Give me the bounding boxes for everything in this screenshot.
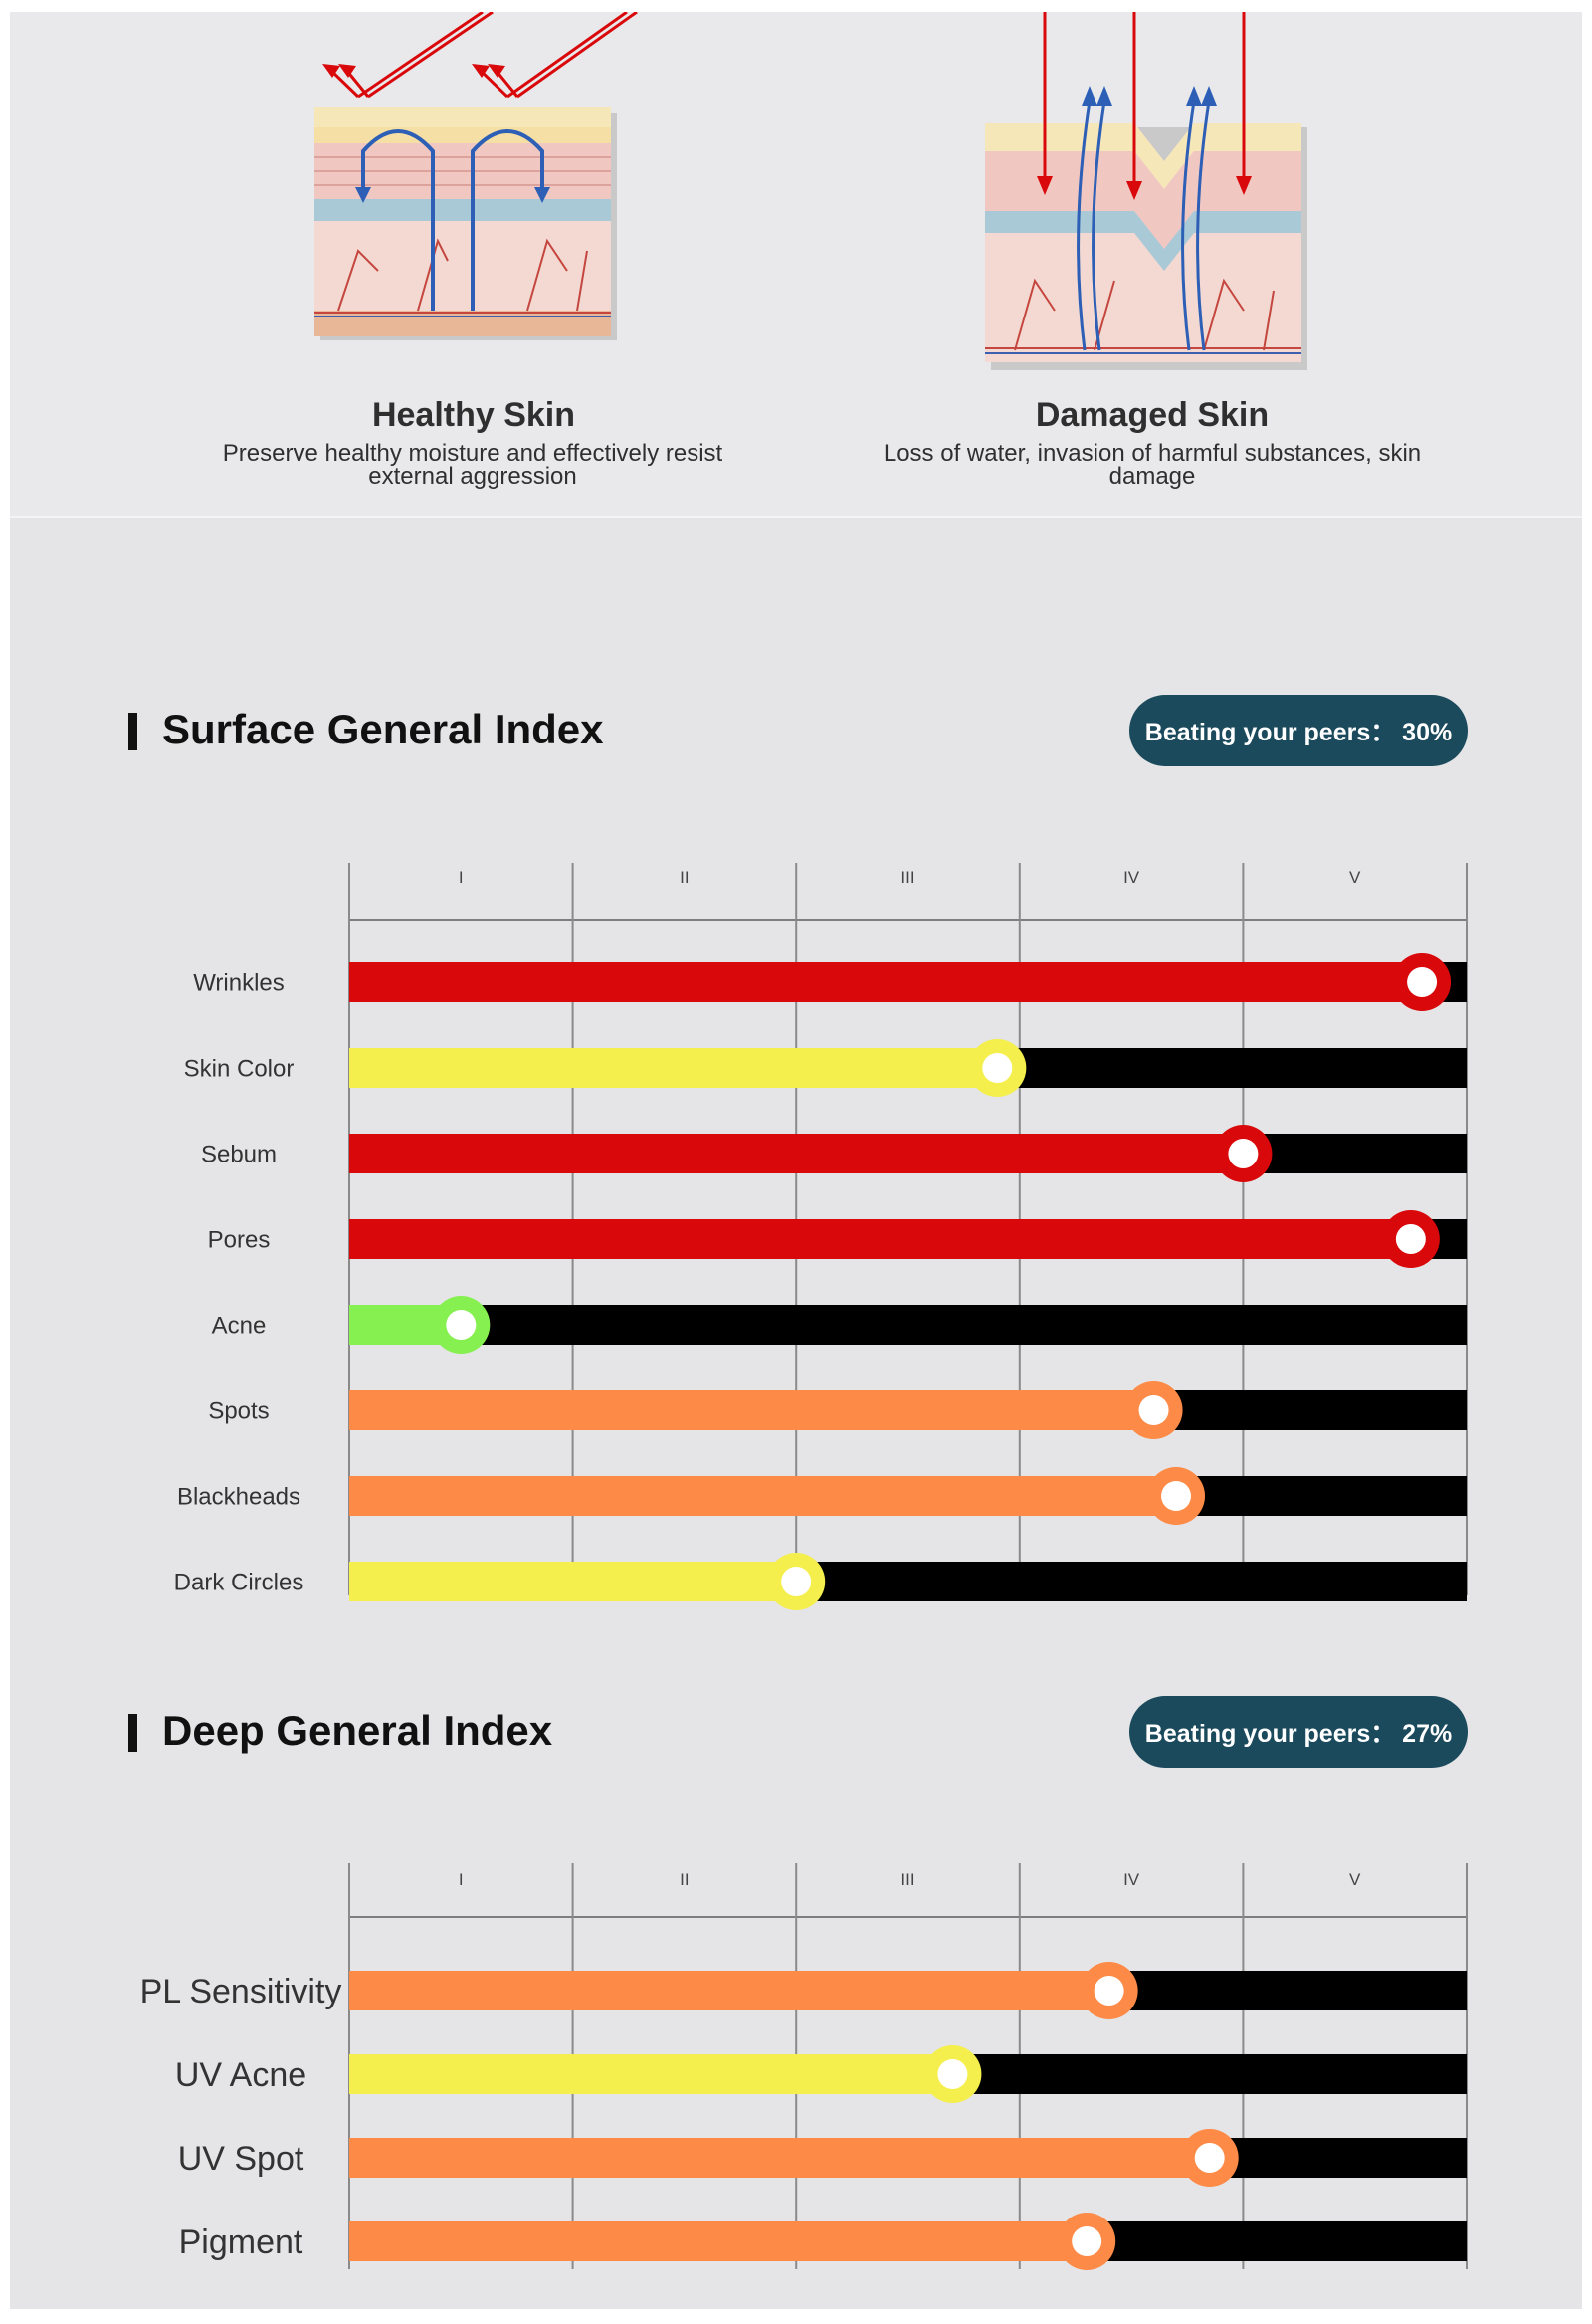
category-label: Acne (212, 1312, 267, 1339)
category-label: Spots (208, 1397, 269, 1424)
bar-value-marker-center (1161, 1481, 1192, 1511)
bar-value-marker-center (1072, 2226, 1102, 2256)
bar-value-marker-center (1228, 1139, 1259, 1168)
bar-value-marker-center (1395, 1224, 1426, 1254)
damaged-skin-illustration (985, 12, 1307, 370)
tick-label: V (1349, 868, 1361, 887)
bar-fill (349, 1971, 1109, 2010)
bar-fill (349, 2054, 953, 2094)
category-label: PL Sensitivity (140, 1973, 342, 2010)
bar-fill (349, 2221, 1088, 2261)
bar-value-marker-center (1094, 1976, 1124, 2006)
healthy-skin-description: Preserve healthy moisture and effectivel… (222, 440, 723, 490)
deep-section-marker (128, 1714, 137, 1752)
surface-peer-badge: Beating your peers： 30% (1129, 695, 1468, 766)
tick-label: IV (1123, 1870, 1140, 1889)
tick-label: II (680, 868, 689, 887)
damaged-skin-description: Loss of water, invasion of harmful subst… (883, 440, 1422, 490)
category-label: UV Acne (175, 2056, 306, 2094)
bar-fill (349, 2138, 1210, 2178)
bar-fill (349, 1219, 1411, 1259)
category-label: Dark Circles (174, 1569, 304, 1595)
tick-label: III (900, 868, 914, 887)
bar-value-marker-center (1407, 967, 1438, 997)
bar-fill (349, 1562, 797, 1601)
category-label: Sebum (201, 1141, 277, 1167)
bar-value-marker-center (446, 1310, 477, 1340)
bar-value-marker-center (1194, 2143, 1225, 2173)
category-label: Wrinkles (193, 969, 285, 996)
deep-section-title: Deep General Index (162, 1707, 553, 1754)
bar-fill (349, 1134, 1244, 1173)
category-label: Skin Color (184, 1055, 295, 1082)
category-label: UV Spot (178, 2140, 304, 2178)
healthy-skin-title: Healthy Skin (371, 396, 576, 434)
deep-peer-badge: Beating your peers： 27% (1129, 1696, 1468, 1768)
tick-label: IV (1123, 868, 1140, 887)
surface-section-marker (128, 713, 137, 750)
bar-value-marker-center (982, 1053, 1013, 1083)
category-label: Blackheads (177, 1483, 300, 1510)
bar-fill (349, 1476, 1177, 1516)
tick-label: I (459, 868, 464, 887)
bar-fill (349, 962, 1423, 1002)
tick-label: V (1349, 1870, 1361, 1889)
bar-value-marker-center (781, 1567, 812, 1596)
bar-track (349, 1305, 1467, 1345)
bar-fill (349, 1390, 1154, 1430)
surface-section-title: Surface General Index (162, 706, 604, 752)
bar-value-marker-center (937, 2059, 968, 2089)
skin-comparison-panel: Healthy Skin Preserve healthy moisture a… (10, 12, 1582, 518)
tick-label: III (900, 1870, 914, 1889)
category-label: Pores (208, 1226, 271, 1253)
healthy-skin-illustration (314, 12, 638, 340)
category-label: Pigment (179, 2223, 303, 2261)
tick-label: I (459, 1870, 464, 1889)
bar-fill (349, 1048, 998, 1088)
report-card: Healthy Skin Preserve healthy moisture a… (10, 12, 1582, 2309)
tick-label: II (680, 1870, 689, 1889)
bar-value-marker-center (1138, 1395, 1169, 1425)
damaged-skin-title: Damaged Skin (1035, 396, 1270, 434)
